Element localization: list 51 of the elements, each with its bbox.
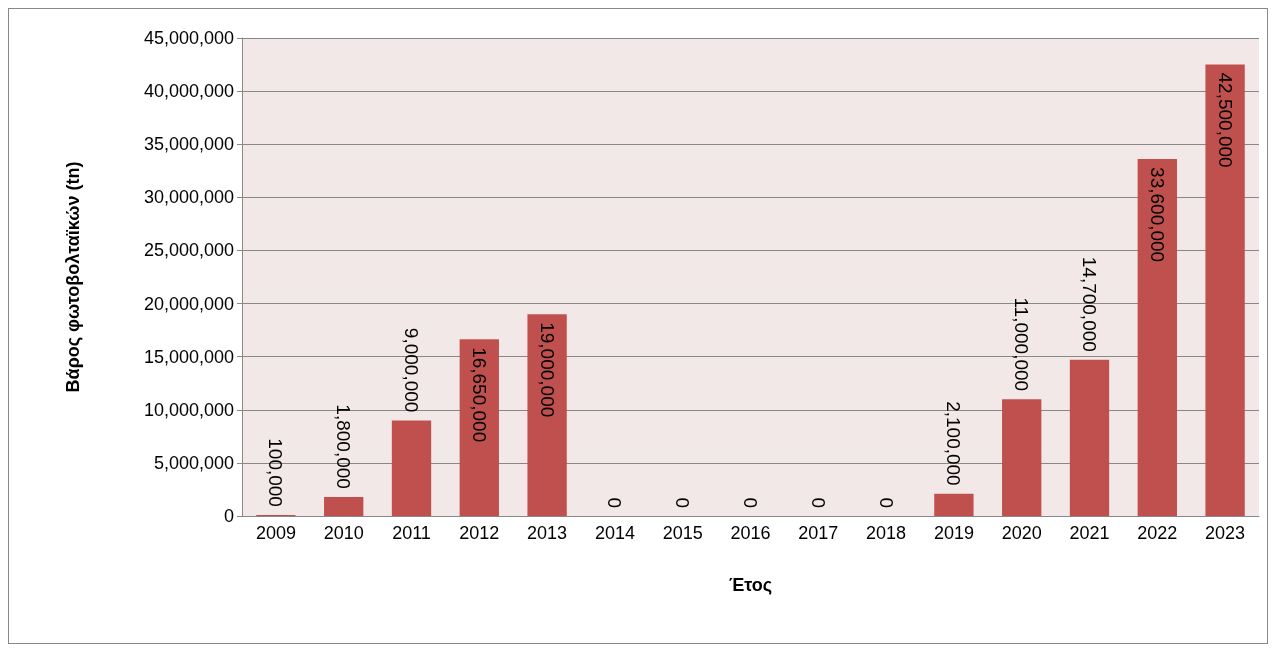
data-label: 14,700,000 bbox=[1079, 256, 1100, 352]
y-tick-label: 10,000,000 bbox=[143, 399, 234, 420]
x-tick-label: 2015 bbox=[662, 523, 703, 543]
data-label: 0 bbox=[604, 497, 626, 508]
y-tick-label: 40,000,000 bbox=[143, 81, 234, 102]
x-tick-label: 2016 bbox=[730, 523, 771, 543]
data-label: 33,600,000 bbox=[1146, 167, 1168, 263]
bar bbox=[1137, 159, 1177, 516]
y-tick-label: 30,000,000 bbox=[143, 187, 234, 208]
x-tick-label: 2013 bbox=[527, 523, 568, 543]
x-tick-label: 2018 bbox=[866, 523, 907, 543]
data-label: 11,000,000 bbox=[1011, 297, 1033, 392]
bar bbox=[1205, 64, 1245, 516]
y-tick-label: 20,000,000 bbox=[143, 293, 234, 314]
x-tick-label: 2021 bbox=[1069, 523, 1110, 543]
data-label: 0 bbox=[672, 497, 694, 508]
data-label: 100,000 bbox=[265, 438, 287, 507]
data-label: 1,800,000 bbox=[333, 404, 355, 489]
y-tick-label: 5,000,000 bbox=[153, 452, 234, 473]
y-axis-title: Βάρος φωτοβολταϊκών (tn) bbox=[63, 161, 83, 393]
x-tick-label: 2009 bbox=[255, 523, 296, 543]
x-tick-label: 2011 bbox=[392, 523, 431, 543]
x-tick-label: 2020 bbox=[1001, 523, 1042, 543]
bar bbox=[459, 339, 499, 516]
y-tick-label: 0 bbox=[223, 506, 234, 526]
y-tick-label: 45,000,000 bbox=[143, 28, 234, 48]
bar bbox=[1002, 399, 1042, 516]
data-label: 42,500,000 bbox=[1214, 72, 1236, 168]
bar bbox=[324, 496, 364, 516]
y-tick-label: 25,000,000 bbox=[143, 240, 234, 261]
data-label: 9,000,000 bbox=[401, 327, 422, 413]
bar bbox=[527, 314, 567, 516]
data-label: 16,650,000 bbox=[468, 347, 490, 443]
x-tick-label: 2023 bbox=[1205, 523, 1246, 543]
x-tick-label: 2017 bbox=[798, 523, 839, 543]
data-label: 0 bbox=[807, 497, 829, 508]
x-axis-title: Έτος bbox=[728, 575, 773, 595]
x-tick-label: 2014 bbox=[594, 523, 635, 543]
data-label: 0 bbox=[740, 497, 761, 508]
data-label: 2,100,000 bbox=[943, 401, 965, 486]
y-tick-label: 15,000,000 bbox=[143, 346, 234, 367]
data-label: 19,000,000 bbox=[536, 322, 558, 418]
bar bbox=[391, 420, 432, 516]
y-tick-label: 35,000,000 bbox=[143, 134, 234, 155]
bar bbox=[934, 493, 974, 516]
x-tick-label: 2010 bbox=[323, 523, 364, 543]
data-label: 0 bbox=[875, 497, 897, 508]
x-tick-label: 2019 bbox=[933, 523, 974, 543]
x-tick-label: 2022 bbox=[1137, 523, 1178, 543]
x-tick-label: 2012 bbox=[459, 523, 500, 543]
bar bbox=[1069, 359, 1110, 516]
